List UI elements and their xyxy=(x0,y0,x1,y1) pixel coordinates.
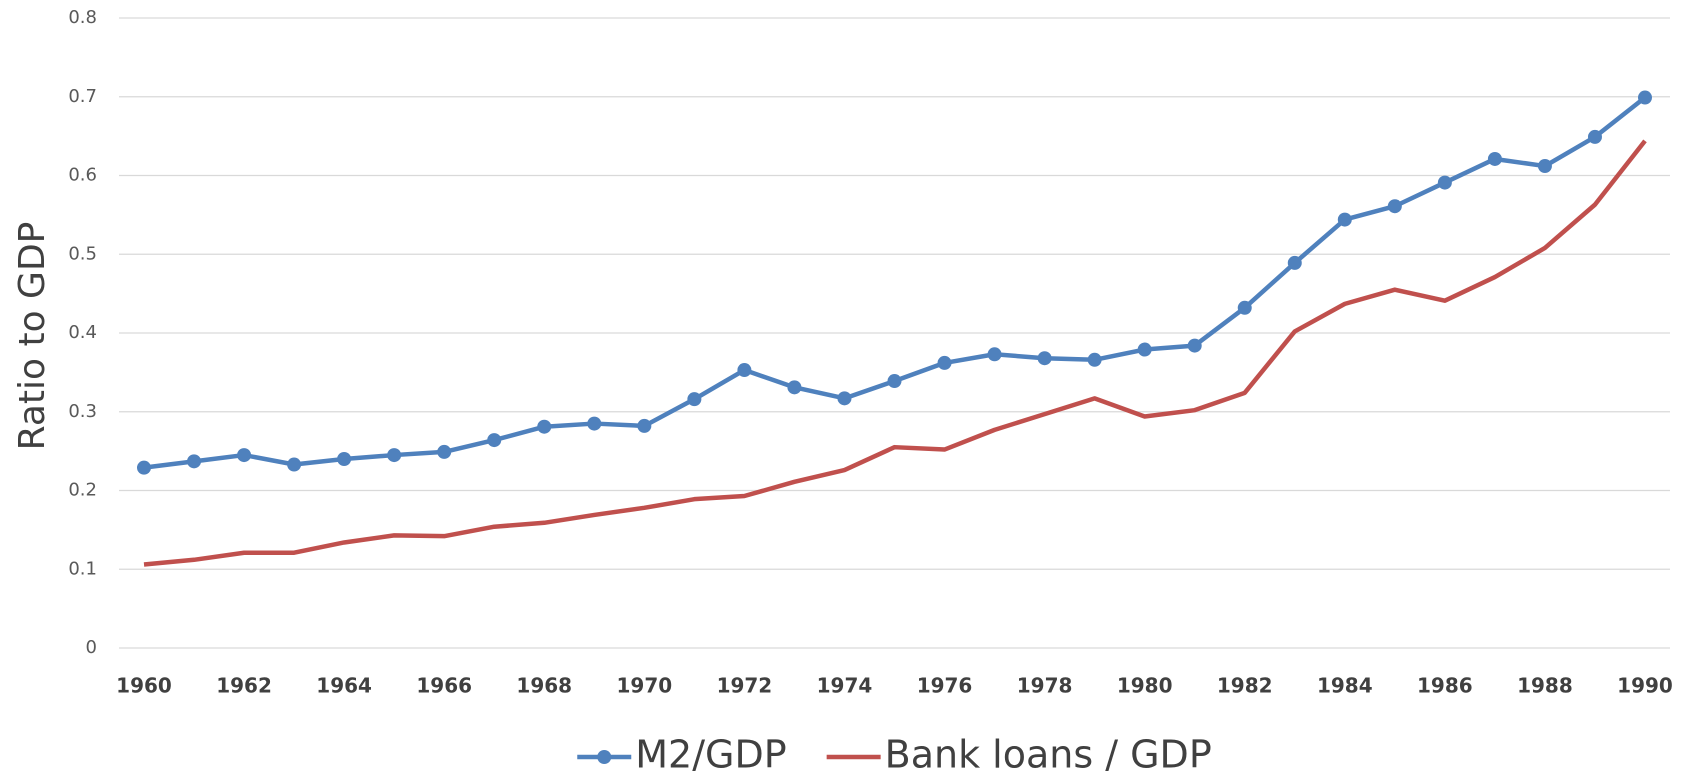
y-tick-label: 0.5 xyxy=(68,243,97,264)
legend-item: Bank loans / GDP xyxy=(826,733,1212,777)
data-point xyxy=(787,380,802,395)
y-axis-title: Ratio to GDP xyxy=(12,222,53,451)
data-point xyxy=(837,391,852,406)
data-point xyxy=(1537,159,1552,174)
x-tick-label: 1990 xyxy=(1617,674,1673,698)
x-tick-label: 1960 xyxy=(116,674,172,698)
data-point xyxy=(487,433,502,448)
legend-label: M2/GDP xyxy=(635,733,786,777)
x-tick-label: 1978 xyxy=(1017,674,1073,698)
data-point xyxy=(1187,338,1202,353)
data-point xyxy=(337,452,352,466)
x-tick-label: 1964 xyxy=(316,674,372,698)
data-point xyxy=(287,457,302,472)
data-point xyxy=(1237,300,1252,315)
x-tick-label: 1970 xyxy=(616,674,672,698)
data-point xyxy=(1337,212,1352,227)
data-point xyxy=(937,355,952,370)
x-tick-label: 1962 xyxy=(216,674,272,698)
data-point xyxy=(237,448,252,463)
x-tick-label: 1986 xyxy=(1417,674,1473,698)
data-point xyxy=(1487,151,1502,166)
x-tick-label: 1976 xyxy=(917,674,973,698)
y-tick-label: 0.3 xyxy=(68,401,97,422)
y-tick-label: 0 xyxy=(86,637,97,658)
data-point xyxy=(1087,352,1102,367)
y-tick-label: 0.4 xyxy=(68,322,97,343)
data-point xyxy=(537,419,552,434)
data-point xyxy=(987,347,1002,362)
x-tick-label: 1968 xyxy=(516,674,572,698)
data-point xyxy=(1437,175,1452,190)
x-tick-label: 1984 xyxy=(1317,674,1373,698)
data-point xyxy=(587,416,602,431)
data-point xyxy=(887,374,902,389)
x-tick-label: 1980 xyxy=(1117,674,1173,698)
x-tick-label: 1966 xyxy=(416,674,472,698)
data-point xyxy=(1287,255,1302,270)
data-point xyxy=(1638,90,1652,105)
x-tick-label: 1982 xyxy=(1217,674,1273,698)
data-point xyxy=(737,363,752,378)
x-tick-label: 1974 xyxy=(817,674,873,698)
data-point xyxy=(687,392,702,407)
data-point xyxy=(187,454,202,469)
data-point xyxy=(637,418,652,433)
legend-label: Bank loans / GDP xyxy=(885,733,1212,777)
y-tick-label: 0.8 xyxy=(68,7,97,28)
x-tick-label: 1988 xyxy=(1517,674,1573,698)
y-tick-label: 0.1 xyxy=(68,558,97,579)
data-point xyxy=(1587,129,1602,144)
y-tick-label: 0.7 xyxy=(68,86,97,107)
data-point xyxy=(1137,342,1152,357)
data-line xyxy=(143,139,1647,567)
data-point xyxy=(137,460,151,475)
legend-marker xyxy=(597,750,612,764)
legend-item: M2/GDP xyxy=(577,733,787,777)
y-tick-label: 0.2 xyxy=(68,480,97,501)
y-tick-label: 0.6 xyxy=(68,165,97,186)
data-point xyxy=(1387,199,1402,214)
x-tick-label: 1972 xyxy=(717,674,773,698)
data-point xyxy=(437,444,452,459)
legend: M2/GDP Bank loans / GDP xyxy=(577,733,1212,777)
data-point xyxy=(1037,351,1052,366)
data-point xyxy=(387,448,402,463)
